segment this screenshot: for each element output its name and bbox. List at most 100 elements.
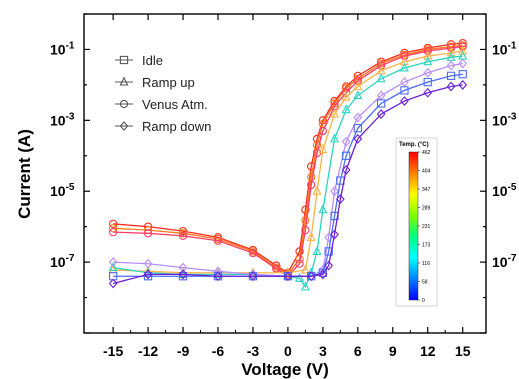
x-tick-label: -12 xyxy=(138,343,158,359)
series-point xyxy=(318,144,328,154)
series-point xyxy=(423,46,432,56)
series-point xyxy=(341,136,351,147)
data-series xyxy=(108,39,468,291)
series-point xyxy=(213,236,223,245)
legend-marker-circle xyxy=(119,99,129,109)
series-point xyxy=(143,269,153,280)
series-point xyxy=(376,109,386,120)
series-point xyxy=(301,225,310,235)
series-point xyxy=(295,259,304,268)
series-point xyxy=(353,112,363,123)
legend-marker-diamond xyxy=(119,121,129,131)
series-point xyxy=(458,42,467,51)
series-point xyxy=(312,140,322,150)
colorbar-tick-label: 0 xyxy=(422,298,425,304)
series-point xyxy=(400,77,409,88)
temperature-colorbar: Temp. (°C) 462 404 347 289 231 173 116 58 0 xyxy=(395,137,438,307)
series-point xyxy=(446,47,456,57)
series-point xyxy=(341,104,351,114)
legend-label: Ramp down xyxy=(142,119,211,134)
series-point xyxy=(353,133,363,144)
colorbar-gradient-bar xyxy=(408,151,419,301)
series-point xyxy=(108,262,118,272)
legend-label: Idle xyxy=(142,53,163,68)
series-point xyxy=(330,229,339,240)
x-tick-label: 12 xyxy=(420,343,436,359)
legend-label: Ramp up xyxy=(142,75,195,90)
series-point xyxy=(324,260,334,271)
series-point xyxy=(178,272,188,281)
series-line xyxy=(112,84,463,285)
series-point xyxy=(376,99,386,108)
series-point xyxy=(312,185,322,195)
y-tick-label-right: 10-3 xyxy=(492,111,517,128)
legend-marker-triangle xyxy=(119,76,129,86)
series-point xyxy=(108,278,118,289)
y-tick-label: 10-1 xyxy=(50,40,75,57)
series-point xyxy=(178,229,188,238)
series-point xyxy=(300,264,310,274)
series-point xyxy=(295,272,305,282)
series-point xyxy=(376,61,386,70)
series-point xyxy=(330,133,340,143)
series-point xyxy=(213,271,223,282)
series-point xyxy=(458,70,467,79)
series-point xyxy=(318,269,328,280)
x-tick-label: 3 xyxy=(319,343,327,359)
series-point xyxy=(423,56,433,66)
series-point xyxy=(423,77,432,87)
x-tick-label: 0 xyxy=(284,343,292,359)
y-tick-label-right: 10-7 xyxy=(492,253,517,270)
series-point xyxy=(108,219,118,229)
series-point xyxy=(143,229,153,238)
y-tick-label: 10-3 xyxy=(50,111,75,128)
colorbar-title: Temp. (°C) xyxy=(399,142,429,148)
y-tick-label: 10-5 xyxy=(50,182,75,199)
series-point xyxy=(423,87,433,98)
series-point xyxy=(108,224,118,233)
series-point xyxy=(353,124,362,133)
legend-marker-square xyxy=(119,55,129,65)
series-point xyxy=(178,231,188,241)
colorbar-tick-label: 116 xyxy=(422,261,430,267)
series-point xyxy=(301,205,310,214)
colorbar-tick-label: 404 xyxy=(422,169,431,175)
series-point xyxy=(400,86,409,95)
colorbar-tick-label: 289 xyxy=(422,206,431,212)
series-point xyxy=(446,81,456,92)
series-point xyxy=(300,281,310,291)
series-point xyxy=(248,248,258,258)
colorbar-tick-label: 58 xyxy=(422,280,428,286)
series-point xyxy=(353,90,363,100)
series-point xyxy=(330,108,340,118)
series-point xyxy=(143,272,153,281)
series-point xyxy=(330,186,339,197)
series-point xyxy=(108,228,118,237)
y-tick-label: 10-7 xyxy=(50,253,75,270)
series-point xyxy=(108,257,118,268)
x-tick-label: -9 xyxy=(177,343,190,359)
series-point xyxy=(178,269,188,280)
colorbar-tick-label: 462 xyxy=(422,150,431,156)
axis-ticks: -15 -12 -9 -6 -3 0 3 6 9 12 15 10-1 10-1 10-3 10-3 10-5… xyxy=(50,13,517,359)
x-tick-label: -6 xyxy=(212,343,225,359)
series-point xyxy=(400,51,409,61)
x-tick-label: -3 xyxy=(247,343,260,359)
series-point xyxy=(423,50,433,60)
series-point xyxy=(446,51,456,61)
series-line xyxy=(113,45,463,278)
series-point xyxy=(458,45,468,55)
series-point xyxy=(341,164,351,175)
series-point xyxy=(353,76,362,86)
series-point xyxy=(446,71,456,80)
series-line xyxy=(113,50,463,274)
series-point xyxy=(178,262,188,273)
series-line xyxy=(113,62,463,277)
series-line xyxy=(113,55,463,289)
series-point xyxy=(283,271,293,282)
y-tick-label-right: 10-1 xyxy=(492,40,517,57)
series-point xyxy=(324,247,333,256)
x-tick-label: 15 xyxy=(455,343,471,359)
series-point xyxy=(143,258,153,269)
colorbar-tick-label: 231 xyxy=(422,224,431,230)
